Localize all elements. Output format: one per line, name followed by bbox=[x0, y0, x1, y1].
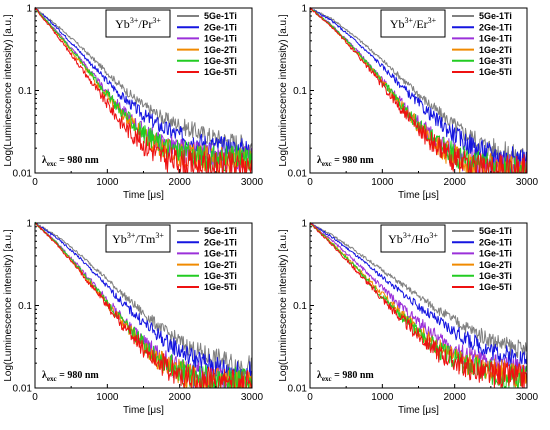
series-line-2ge-1ti bbox=[309, 222, 528, 369]
ion-pair-label: Yb3+/Tm3+ bbox=[112, 231, 164, 246]
x-tick-label-2000: 2000 bbox=[444, 392, 467, 403]
legend-label-1ge-1ti: 1Ge-1Ti bbox=[479, 34, 512, 44]
x-tick-label-0: 0 bbox=[32, 177, 38, 188]
ion-pair-box bbox=[380, 224, 446, 253]
x-tick-label-3000: 3000 bbox=[241, 392, 264, 403]
y-tick-label-1: 1 bbox=[26, 219, 32, 230]
y-axis-title: Log(Luminescence intensity) [a.u.] bbox=[3, 229, 14, 382]
x-tick-label-2000: 2000 bbox=[444, 177, 467, 188]
legend-label-1ge-3ti: 1Ge-3Ti bbox=[479, 56, 512, 66]
legend-label-1ge-2ti: 1Ge-2Ti bbox=[204, 45, 237, 55]
legend-label-5ge-1ti: 5Ge-1Ti bbox=[479, 226, 512, 236]
excitation-label: λexc = 980 nm bbox=[317, 370, 374, 383]
legend-label-1ge-2ti: 1Ge-2Ti bbox=[479, 260, 512, 270]
x-axis-title: Time [μs] bbox=[123, 405, 164, 416]
y-tick-label-1: 1 bbox=[26, 4, 32, 15]
legend-label-1ge-2ti: 1Ge-2Ti bbox=[204, 260, 237, 270]
legend-label-2ge-1ti: 2Ge-1Ti bbox=[204, 237, 237, 247]
legend-label-1ge-5ti: 1Ge-5Ti bbox=[479, 282, 512, 292]
y-axis-title: Log(Luminescence intensity) [a.u.] bbox=[3, 14, 14, 167]
x-tick-label-3000: 3000 bbox=[516, 177, 539, 188]
legend-label-2ge-1ti: 2Ge-1Ti bbox=[479, 22, 512, 32]
x-tick-label-0: 0 bbox=[32, 392, 38, 403]
chart-panel-yb-tm: 0 1000 2000 3000 0.01 0.1 1 Time [μs] Log(Lumine… bbox=[0, 215, 275, 430]
y-tick-label-0-1: 0.1 bbox=[18, 86, 32, 97]
legend-label-1ge-5ti: 1Ge-5Ti bbox=[204, 67, 237, 77]
legend-label-1ge-1ti: 1Ge-1Ti bbox=[204, 249, 237, 259]
legend-label-2ge-1ti: 2Ge-1Ti bbox=[204, 22, 237, 32]
x-tick-label-1000: 1000 bbox=[96, 177, 119, 188]
excitation-label: λexc = 980 nm bbox=[42, 155, 99, 168]
x-tick-label-1000: 1000 bbox=[371, 392, 394, 403]
series-line-5ge-1ti bbox=[34, 222, 252, 378]
ion-pair-label: Yb3+/Pr3+ bbox=[115, 16, 161, 31]
x-axis-title: Time [μs] bbox=[398, 405, 439, 416]
legend-label-1ge-1ti: 1Ge-1Ti bbox=[479, 249, 512, 259]
legend-label-5ge-1ti: 5Ge-1Ti bbox=[479, 11, 512, 21]
chart-panel-yb-er: 0 1000 2000 3000 0.01 0.1 1 Time [μs] Log(Lumine… bbox=[275, 0, 550, 215]
series-line-1ge-5ti bbox=[309, 222, 528, 389]
legend-label-5ge-1ti: 5Ge-1Ti bbox=[204, 11, 237, 21]
x-tick-label-1000: 1000 bbox=[371, 177, 394, 188]
series-line-2ge-1ti bbox=[34, 221, 253, 386]
chart-svg-yb-pr: 0 1000 2000 3000 0.01 0.1 1 Time [μs] Log(Lumine… bbox=[3, 4, 264, 202]
y-tick-label-0-01: 0.01 bbox=[13, 384, 33, 395]
series-line-1ge-5ti bbox=[34, 7, 253, 174]
x-tick-label-2000: 2000 bbox=[169, 392, 192, 403]
chart-panel-yb-pr: 0 1000 2000 3000 0.01 0.1 1 Time [μs] Log(Lumine… bbox=[0, 0, 275, 215]
legend-label-1ge-1ti: 1Ge-1Ti bbox=[204, 34, 237, 44]
ion-pair-label: Yb3+/Er3+ bbox=[390, 16, 437, 31]
chart-svg-yb-er: 0 1000 2000 3000 0.01 0.1 1 Time [μs] Log(Lumine… bbox=[278, 4, 539, 202]
legend-label-5ge-1ti: 5Ge-1Ti bbox=[204, 226, 237, 236]
x-tick-label-2000: 2000 bbox=[169, 177, 192, 188]
legend-label-1ge-5ti: 1Ge-5Ti bbox=[479, 67, 512, 77]
legend-label-2ge-1ti: 2Ge-1Ti bbox=[479, 237, 512, 247]
series-line-2ge-1ti bbox=[34, 7, 253, 161]
y-tick-label-1: 1 bbox=[301, 219, 307, 230]
y-tick-label-0-1: 0.1 bbox=[293, 86, 307, 97]
y-tick-label-0-01: 0.01 bbox=[288, 169, 308, 180]
x-axis-title: Time [μs] bbox=[398, 190, 439, 201]
x-tick-label-3000: 3000 bbox=[516, 392, 539, 403]
legend-label-1ge-3ti: 1Ge-3Ti bbox=[204, 271, 237, 281]
ion-pair-box bbox=[105, 224, 171, 253]
chart-svg-yb-ho: 0 1000 2000 3000 0.01 0.1 1 Time [μs] Log(Lumine… bbox=[278, 219, 539, 417]
y-tick-label-0-01: 0.01 bbox=[288, 384, 308, 395]
legend-label-1ge-2ti: 1Ge-2Ti bbox=[479, 45, 512, 55]
y-axis-title: Log(Luminescence intensity) [a.u.] bbox=[278, 229, 289, 382]
y-tick-label-0-01: 0.01 bbox=[13, 169, 33, 180]
y-tick-label-0-1: 0.1 bbox=[293, 301, 307, 312]
series-line-1ge-3ti bbox=[34, 221, 253, 389]
chart-svg-yb-tm: 0 1000 2000 3000 0.01 0.1 1 Time [μs] Log(Lumine… bbox=[3, 219, 264, 417]
series-line-1ge-1ti bbox=[309, 222, 528, 383]
x-tick-label-3000: 3000 bbox=[241, 177, 264, 188]
excitation-label: λexc = 980 nm bbox=[42, 370, 99, 383]
legend-label-1ge-3ti: 1Ge-3Ti bbox=[204, 56, 237, 66]
y-tick-label-1: 1 bbox=[301, 4, 307, 15]
legend-label-1ge-3ti: 1Ge-3Ti bbox=[479, 271, 512, 281]
chart-panel-yb-ho: 0 1000 2000 3000 0.01 0.1 1 Time [μs] Log(Lumine… bbox=[275, 215, 550, 430]
ion-pair-label: Yb3+/Ho3+ bbox=[388, 231, 438, 246]
series-line-1ge-5ti bbox=[309, 7, 528, 174]
y-tick-label-0-1: 0.1 bbox=[18, 301, 32, 312]
x-axis-title: Time [μs] bbox=[123, 190, 164, 201]
series-line-2ge-1ti bbox=[309, 7, 528, 174]
x-tick-label-0: 0 bbox=[307, 392, 313, 403]
legend-label-1ge-5ti: 1Ge-5Ti bbox=[204, 282, 237, 292]
ion-pair-box bbox=[380, 9, 446, 38]
ion-pair-box bbox=[105, 9, 171, 38]
y-axis-title: Log(Luminescence intensity) [a.u.] bbox=[278, 14, 289, 167]
excitation-label: λexc = 980 nm bbox=[317, 155, 374, 168]
x-tick-label-1000: 1000 bbox=[96, 392, 119, 403]
x-tick-label-0: 0 bbox=[307, 177, 313, 188]
